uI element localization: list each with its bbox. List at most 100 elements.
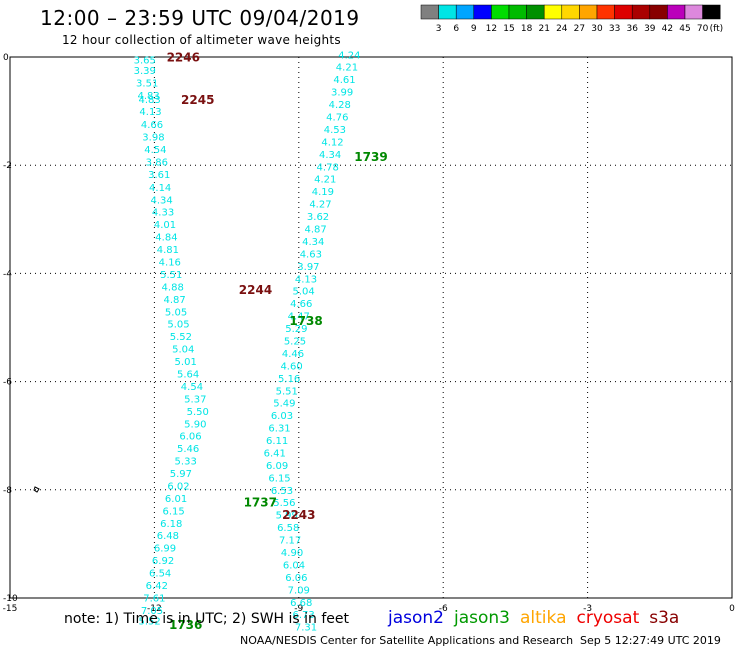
swh-value-label: 5.16 [278,374,300,385]
swh-value-label: 3.65 [134,56,156,67]
swh-value-label: 6.68 [290,598,312,609]
chart-subtitle: 12 hour collection of altimeter wave hei… [62,33,341,47]
swh-value-label: 4.53 [324,125,346,136]
swh-value-label: 4.60 [280,361,302,372]
swh-value-label: 4.87 [305,224,327,235]
plot-frame [9,56,733,599]
swh-value-label: 4.78 [317,162,339,173]
swh-value-label: 5.50 [187,407,209,418]
swh-value-label: 4.34 [319,150,341,161]
swh-value-label: 5.05 [165,307,187,318]
swh-value-label: 4.21 [336,63,358,74]
swh-value-label: 4.81 [157,245,179,256]
y-tick-label: -2 [3,161,12,171]
y-tick-label: -10 [3,594,18,604]
swh-value-label: 7.61 [143,593,165,604]
scale-label: 24 [556,24,568,34]
swh-value-label: 5.01 [175,357,197,368]
swh-value-label: 3.51 [136,78,158,89]
scale-label: 18 [521,24,533,34]
x-tick-label: -6 [439,604,448,614]
swh-value-label: 4.14 [149,183,171,194]
swh-value-label: 4.88 [162,282,184,293]
mission-altika: altika [520,608,567,628]
swh-value-label: 4.28 [329,100,351,111]
swh-value-label: 4.47 [288,312,310,323]
swh-value-label: 4.54 [181,382,203,393]
mission-s3a: s3a [649,608,680,628]
x-tick-label: -15 [3,604,18,614]
swh-value-label: 4.21 [314,175,336,186]
scale-label: 36 [626,24,638,34]
scale-label: 30 [591,24,603,34]
swh-value-label: 4.19 [312,187,334,198]
swh-value-label: 6.15 [268,473,290,484]
scale-label: 27 [574,24,585,34]
scale-swatch [702,4,721,20]
swh-value-label: 5.29 [285,324,307,335]
swh-value-label: 6.15 [163,506,185,517]
swh-value-label: 6.01 [165,494,187,505]
swh-value-label: 6.41 [264,448,286,459]
swh-value-label: 7.31 [295,623,317,634]
swh-value-label: 5.33 [175,457,197,468]
swh-value-label: 4.54 [144,145,166,156]
swh-value-label: 6.09 [266,461,288,472]
mission-legend: jason2 jason3 altika cryosat s3a [388,608,689,628]
y-tick-label: -6 [3,378,12,388]
swh-value-label: 4.13 [139,107,161,118]
swh-value-label: 5.56 [273,498,295,509]
scale-label: 12 [486,24,497,34]
swh-value-label: 5.99 [276,511,298,522]
swh-value-label: 4.61 [333,75,355,86]
island-outline [33,486,40,493]
scale-label: 21 [538,24,549,34]
scale-label: 15 [503,24,514,34]
mission-jason2: jason2 [388,608,444,628]
x-tick-label: -12 [147,604,162,614]
credit-line: NOAA/NESDIS Center for Satellite Applica… [240,634,574,647]
scale-label: 6 [453,24,459,34]
swh-value-label: 6.92 [152,556,174,567]
swh-value-label: 6.06 [179,432,201,443]
swh-value-label: 7.17 [279,536,301,547]
swh-value-label: 4.76 [326,113,348,124]
swh-value-label: 6.53 [271,486,293,497]
pass-time-label: 2243 [282,508,315,522]
swh-value-label: 5.52 [138,617,160,628]
y-tick-label: 0 [3,53,9,63]
scale-unit: (ft) [710,24,724,34]
swh-value-label: 5.51 [160,270,182,281]
swh-value-label: 6.31 [268,424,290,435]
swh-value-label: 6.02 [167,481,189,492]
swh-value-label: 6.04 [283,560,305,571]
swh-value-label: 4.84 [155,233,177,244]
pass-time-label: 2246 [167,50,200,64]
swh-value-label: 6.58 [277,523,299,534]
swh-value-label: 6.03 [271,411,293,422]
swh-value-label: 4.63 [300,249,322,260]
swh-value-label: 5.05 [167,320,189,331]
swh-value-label: 5.90 [184,419,206,430]
swh-value-label: 6.54 [149,569,171,580]
swh-value-label: 4.13 [295,274,317,285]
swh-value-label: 7.09 [288,585,310,596]
swh-value-label: 5.46 [177,444,199,455]
swh-value-label: 4.66 [290,299,312,310]
pass-time-label: 1737 [244,496,277,510]
x-tick-label: 0 [729,604,735,614]
swh-value-label: 4.33 [152,208,174,219]
swh-value-label: 5.25 [284,336,306,347]
swh-value-label: 6.48 [157,531,179,542]
mission-jason3: jason3 [454,608,510,628]
swh-value-label: 3.99 [331,88,353,99]
swh-value-label: 4.83 [138,95,160,106]
swh-value-label: 6.73 [292,610,314,621]
scale-label: 45 [679,24,690,34]
y-tick-label: -8 [3,486,12,496]
swh-value-label: 4.16 [159,257,181,268]
color-scale-legend: 3 6 9 12 15 18 21 24 27 30 33 36 39 42 45 70 (ft) [420,4,724,34]
swh-value-label: 6.11 [266,436,288,447]
swh-value-label: 4.34 [150,195,172,206]
